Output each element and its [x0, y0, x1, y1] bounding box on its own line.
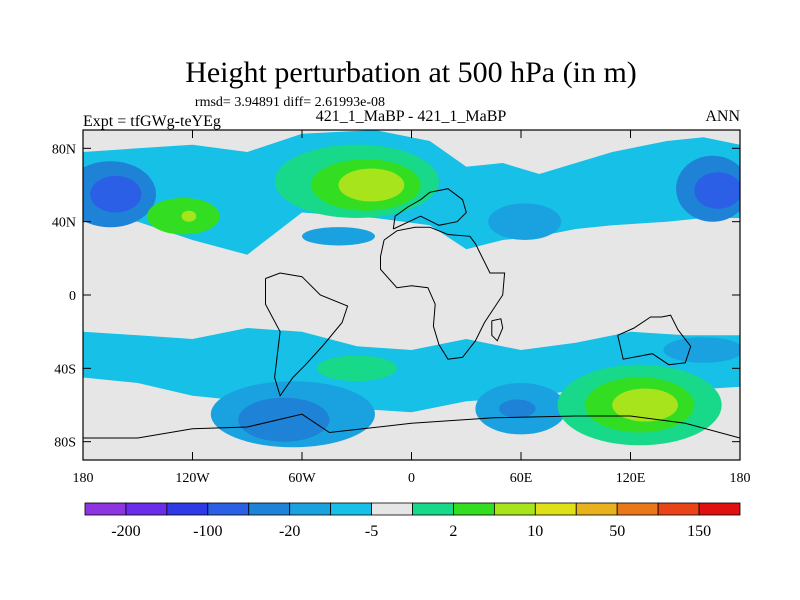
field-cell-7: [302, 227, 375, 246]
colorbar-box-10: [493, 502, 536, 516]
colorbar-box-4: [248, 502, 291, 516]
x-tick-label-5: 120E: [616, 471, 646, 486]
field-cell-19: [612, 388, 678, 422]
x-tick-label-6: 180: [730, 471, 751, 486]
colorbar-box-13: [616, 502, 659, 516]
colorbar-label-6: 50: [609, 523, 625, 540]
colorbar-box-3: [207, 502, 250, 516]
coastline-australia: [617, 314, 692, 366]
colorbar-label-3: -5: [365, 523, 378, 540]
chart-title: Height perturbation at 500 hPa (in m): [185, 56, 637, 89]
colorbar-box-5: [289, 502, 332, 516]
contour-field: [83, 130, 740, 460]
subtitle-left: Expt = tfGWg-teYEg: [83, 113, 221, 130]
x-tick-label-0: 180: [73, 471, 94, 486]
y-tick-label-2: 0: [69, 289, 76, 304]
y-tick-label-3: 40S: [54, 362, 76, 377]
x-tick-label-1: 120W: [175, 471, 210, 486]
colorbar-label-4: 2: [449, 523, 457, 540]
x-tick-label-4: 60E: [510, 471, 533, 486]
field-cell-1: [90, 175, 142, 213]
colorbar-box-6: [330, 502, 372, 516]
colorbar-label-7: 150: [687, 523, 711, 540]
field-cell-10: [694, 172, 740, 209]
colorbar-box-15: [698, 502, 741, 516]
colorbar-box-11: [534, 502, 577, 516]
colorbar-box-12: [575, 502, 618, 516]
colorbar-box-9: [453, 502, 495, 516]
subtitle-center: 421_1_MaBP - 421_1_MaBP: [316, 108, 507, 125]
subtitle-right: ANN: [705, 108, 740, 125]
coastline-antarctica: [83, 413, 740, 439]
colorbar-box-14: [657, 502, 700, 516]
colorbar-box-1: [125, 502, 168, 516]
field-cell-12: [663, 337, 740, 363]
axes: 180 120W 60W 0 60E 120E 180 80N 40N 0 40S 80S: [52, 130, 751, 486]
coastline-madagascar: [491, 318, 504, 342]
field-cell-11: [316, 355, 397, 382]
y-tick-label-4: 80S: [54, 436, 76, 451]
field-cell-14: [238, 397, 330, 442]
colorbar-box-2: [166, 502, 209, 516]
field-cell-8: [488, 203, 562, 240]
colorbar-label-5: 10: [527, 523, 543, 540]
coastline-europe: [392, 188, 467, 230]
colorbar-box-7: [371, 502, 413, 516]
colorbar: -200 -100 -20 -5 2 10 50 150: [84, 502, 741, 540]
stats-line: rmsd= 3.94891 diff= 2.61993e-08: [195, 95, 385, 110]
colorbar-label-0: -200: [111, 523, 140, 540]
y-tick-label-0: 80N: [52, 142, 76, 157]
coastline-layer: [83, 188, 740, 439]
x-tick-label-3: 0: [408, 471, 415, 486]
colorbar-label-1: -100: [193, 523, 222, 540]
colorbar-box-0: [84, 502, 127, 516]
coastline-africa: [380, 226, 506, 360]
colorbar-label-2: -20: [279, 523, 300, 540]
field-cell-16: [499, 399, 536, 418]
field-cell-3: [181, 210, 197, 222]
y-tick-label-1: 40N: [52, 216, 76, 231]
field-cell-6: [338, 168, 405, 202]
x-tick-label-2: 60W: [288, 471, 316, 486]
coastline-south_america: [265, 272, 349, 397]
colorbar-box-8: [412, 502, 454, 516]
